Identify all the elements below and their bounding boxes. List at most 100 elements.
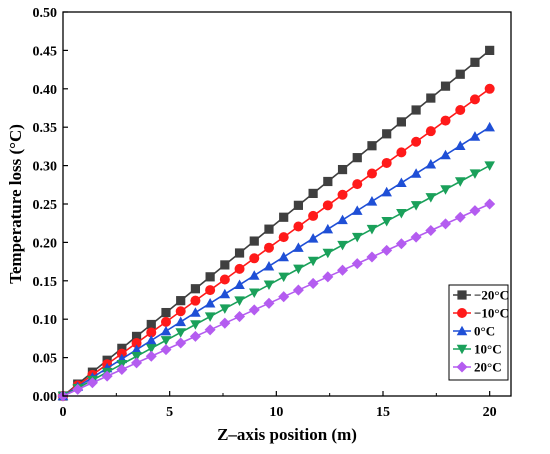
legend-marker-1 bbox=[457, 308, 467, 318]
data-point-0-10 bbox=[205, 272, 215, 282]
data-point-0-12 bbox=[234, 248, 245, 258]
data-point-1-20 bbox=[352, 179, 363, 190]
y-tick-label-3: 0.15 bbox=[33, 275, 58, 290]
data-point-2-10 bbox=[204, 298, 216, 308]
data-point-3-5 bbox=[131, 352, 142, 362]
data-point-3-22 bbox=[381, 216, 392, 227]
data-point-4-6 bbox=[145, 350, 157, 362]
data-point-2-27 bbox=[454, 140, 466, 150]
data-point-4-8 bbox=[175, 337, 187, 349]
data-point-4-16 bbox=[292, 284, 304, 296]
x-tick-label-2: 10 bbox=[269, 405, 283, 420]
y-tick-label-10: 0.50 bbox=[33, 6, 58, 21]
data-point-0-20 bbox=[352, 153, 362, 163]
data-point-2-29 bbox=[484, 121, 495, 132]
data-point-2-24 bbox=[410, 168, 422, 178]
data-point-2-23 bbox=[396, 177, 407, 188]
data-point-2-22 bbox=[381, 186, 392, 197]
series-line-1 bbox=[62, 88, 491, 397]
data-point-2-21 bbox=[366, 196, 378, 206]
data-point-4-27 bbox=[454, 211, 466, 223]
y-tick-label-6: 0.30 bbox=[33, 160, 58, 175]
data-point-4-9 bbox=[189, 330, 201, 342]
data-point-4-25 bbox=[425, 224, 437, 237]
data-point-2-13 bbox=[248, 270, 260, 280]
data-point-4-29 bbox=[484, 198, 496, 210]
data-point-2-14 bbox=[263, 260, 275, 271]
data-point-3-12 bbox=[234, 296, 245, 306]
data-point-0-24 bbox=[411, 105, 421, 115]
series-line-2 bbox=[62, 126, 491, 397]
data-point-0-16 bbox=[293, 200, 304, 210]
data-point-1-5 bbox=[131, 338, 142, 349]
data-point-4-19 bbox=[337, 264, 349, 276]
x-tick-label-4: 20 bbox=[483, 405, 497, 420]
data-point-2-15 bbox=[278, 251, 289, 262]
data-point-0-15 bbox=[279, 212, 289, 222]
data-point-3-8 bbox=[175, 328, 186, 338]
data-point-3-7 bbox=[160, 336, 172, 346]
data-point-2-16 bbox=[293, 242, 304, 252]
legend-label-2: 0°C bbox=[474, 324, 495, 339]
data-point-3-29 bbox=[484, 161, 495, 171]
data-point-3-21 bbox=[366, 224, 378, 235]
data-point-0-21 bbox=[367, 141, 377, 151]
data-point-4-21 bbox=[366, 251, 378, 263]
series-line-0 bbox=[62, 49, 491, 397]
data-point-1-15 bbox=[278, 232, 289, 243]
data-point-4-4 bbox=[116, 363, 128, 376]
data-point-2-19 bbox=[337, 214, 348, 225]
series-line-4 bbox=[62, 203, 490, 397]
legend-label-1: −10°C bbox=[474, 306, 509, 321]
legend-marker-0 bbox=[457, 290, 467, 300]
series-line-3 bbox=[62, 164, 491, 397]
data-point-3-9 bbox=[190, 320, 201, 330]
data-point-2-7 bbox=[160, 325, 172, 336]
data-point-0-9 bbox=[190, 284, 201, 294]
data-point-1-9 bbox=[190, 295, 201, 306]
data-point-1-23 bbox=[396, 147, 407, 158]
series-0 bbox=[58, 45, 495, 401]
data-point-3-23 bbox=[396, 209, 407, 219]
legend-label-3: 10°C bbox=[474, 342, 502, 357]
y-tick-label-1: 0.05 bbox=[33, 352, 58, 367]
data-point-4-5 bbox=[131, 357, 143, 369]
data-point-2-5 bbox=[131, 344, 142, 354]
plot-frame bbox=[62, 11, 512, 397]
data-point-4-7 bbox=[160, 344, 172, 356]
data-point-2-26 bbox=[440, 149, 451, 160]
data-point-1-29 bbox=[484, 83, 495, 94]
legend-marker-4 bbox=[456, 361, 468, 373]
x-axis-title: Z–axis position (m) bbox=[217, 425, 357, 444]
data-point-1-4 bbox=[116, 348, 127, 359]
x-tick-label-0: 0 bbox=[60, 405, 67, 420]
legend-marker-3 bbox=[456, 344, 468, 355]
data-point-4-2 bbox=[86, 377, 98, 389]
x-tick-label-1: 5 bbox=[166, 405, 173, 420]
legend-label-4: 20°C bbox=[474, 360, 502, 375]
y-tick-label-2: 0.10 bbox=[33, 313, 58, 328]
data-point-0-11 bbox=[220, 260, 230, 270]
data-point-1-6 bbox=[146, 327, 157, 338]
x-tick-label-3: 15 bbox=[376, 405, 390, 420]
data-point-4-1 bbox=[72, 383, 84, 395]
data-point-4-18 bbox=[322, 271, 334, 283]
data-point-4-28 bbox=[469, 205, 481, 217]
y-tick-label-5: 0.25 bbox=[33, 198, 58, 213]
data-point-3-6 bbox=[145, 344, 157, 354]
data-point-0-14 bbox=[264, 224, 274, 234]
data-point-1-13 bbox=[249, 253, 260, 264]
data-point-4-23 bbox=[395, 238, 407, 250]
ticks-layer: 0 5 10 15 20 0.00 0.05 0.10 0.15 0.20 0.25 0.30 0.35… bbox=[33, 6, 497, 420]
data-point-3-26 bbox=[440, 185, 451, 195]
data-point-1-26 bbox=[440, 115, 451, 126]
data-point-2-12 bbox=[234, 279, 245, 290]
data-point-0-4 bbox=[117, 343, 127, 353]
data-point-2-25 bbox=[425, 158, 437, 169]
data-point-2-20 bbox=[351, 205, 363, 215]
data-point-3-20 bbox=[351, 232, 363, 243]
data-point-1-7 bbox=[160, 316, 171, 327]
y-tick-label-8: 0.40 bbox=[33, 83, 58, 98]
